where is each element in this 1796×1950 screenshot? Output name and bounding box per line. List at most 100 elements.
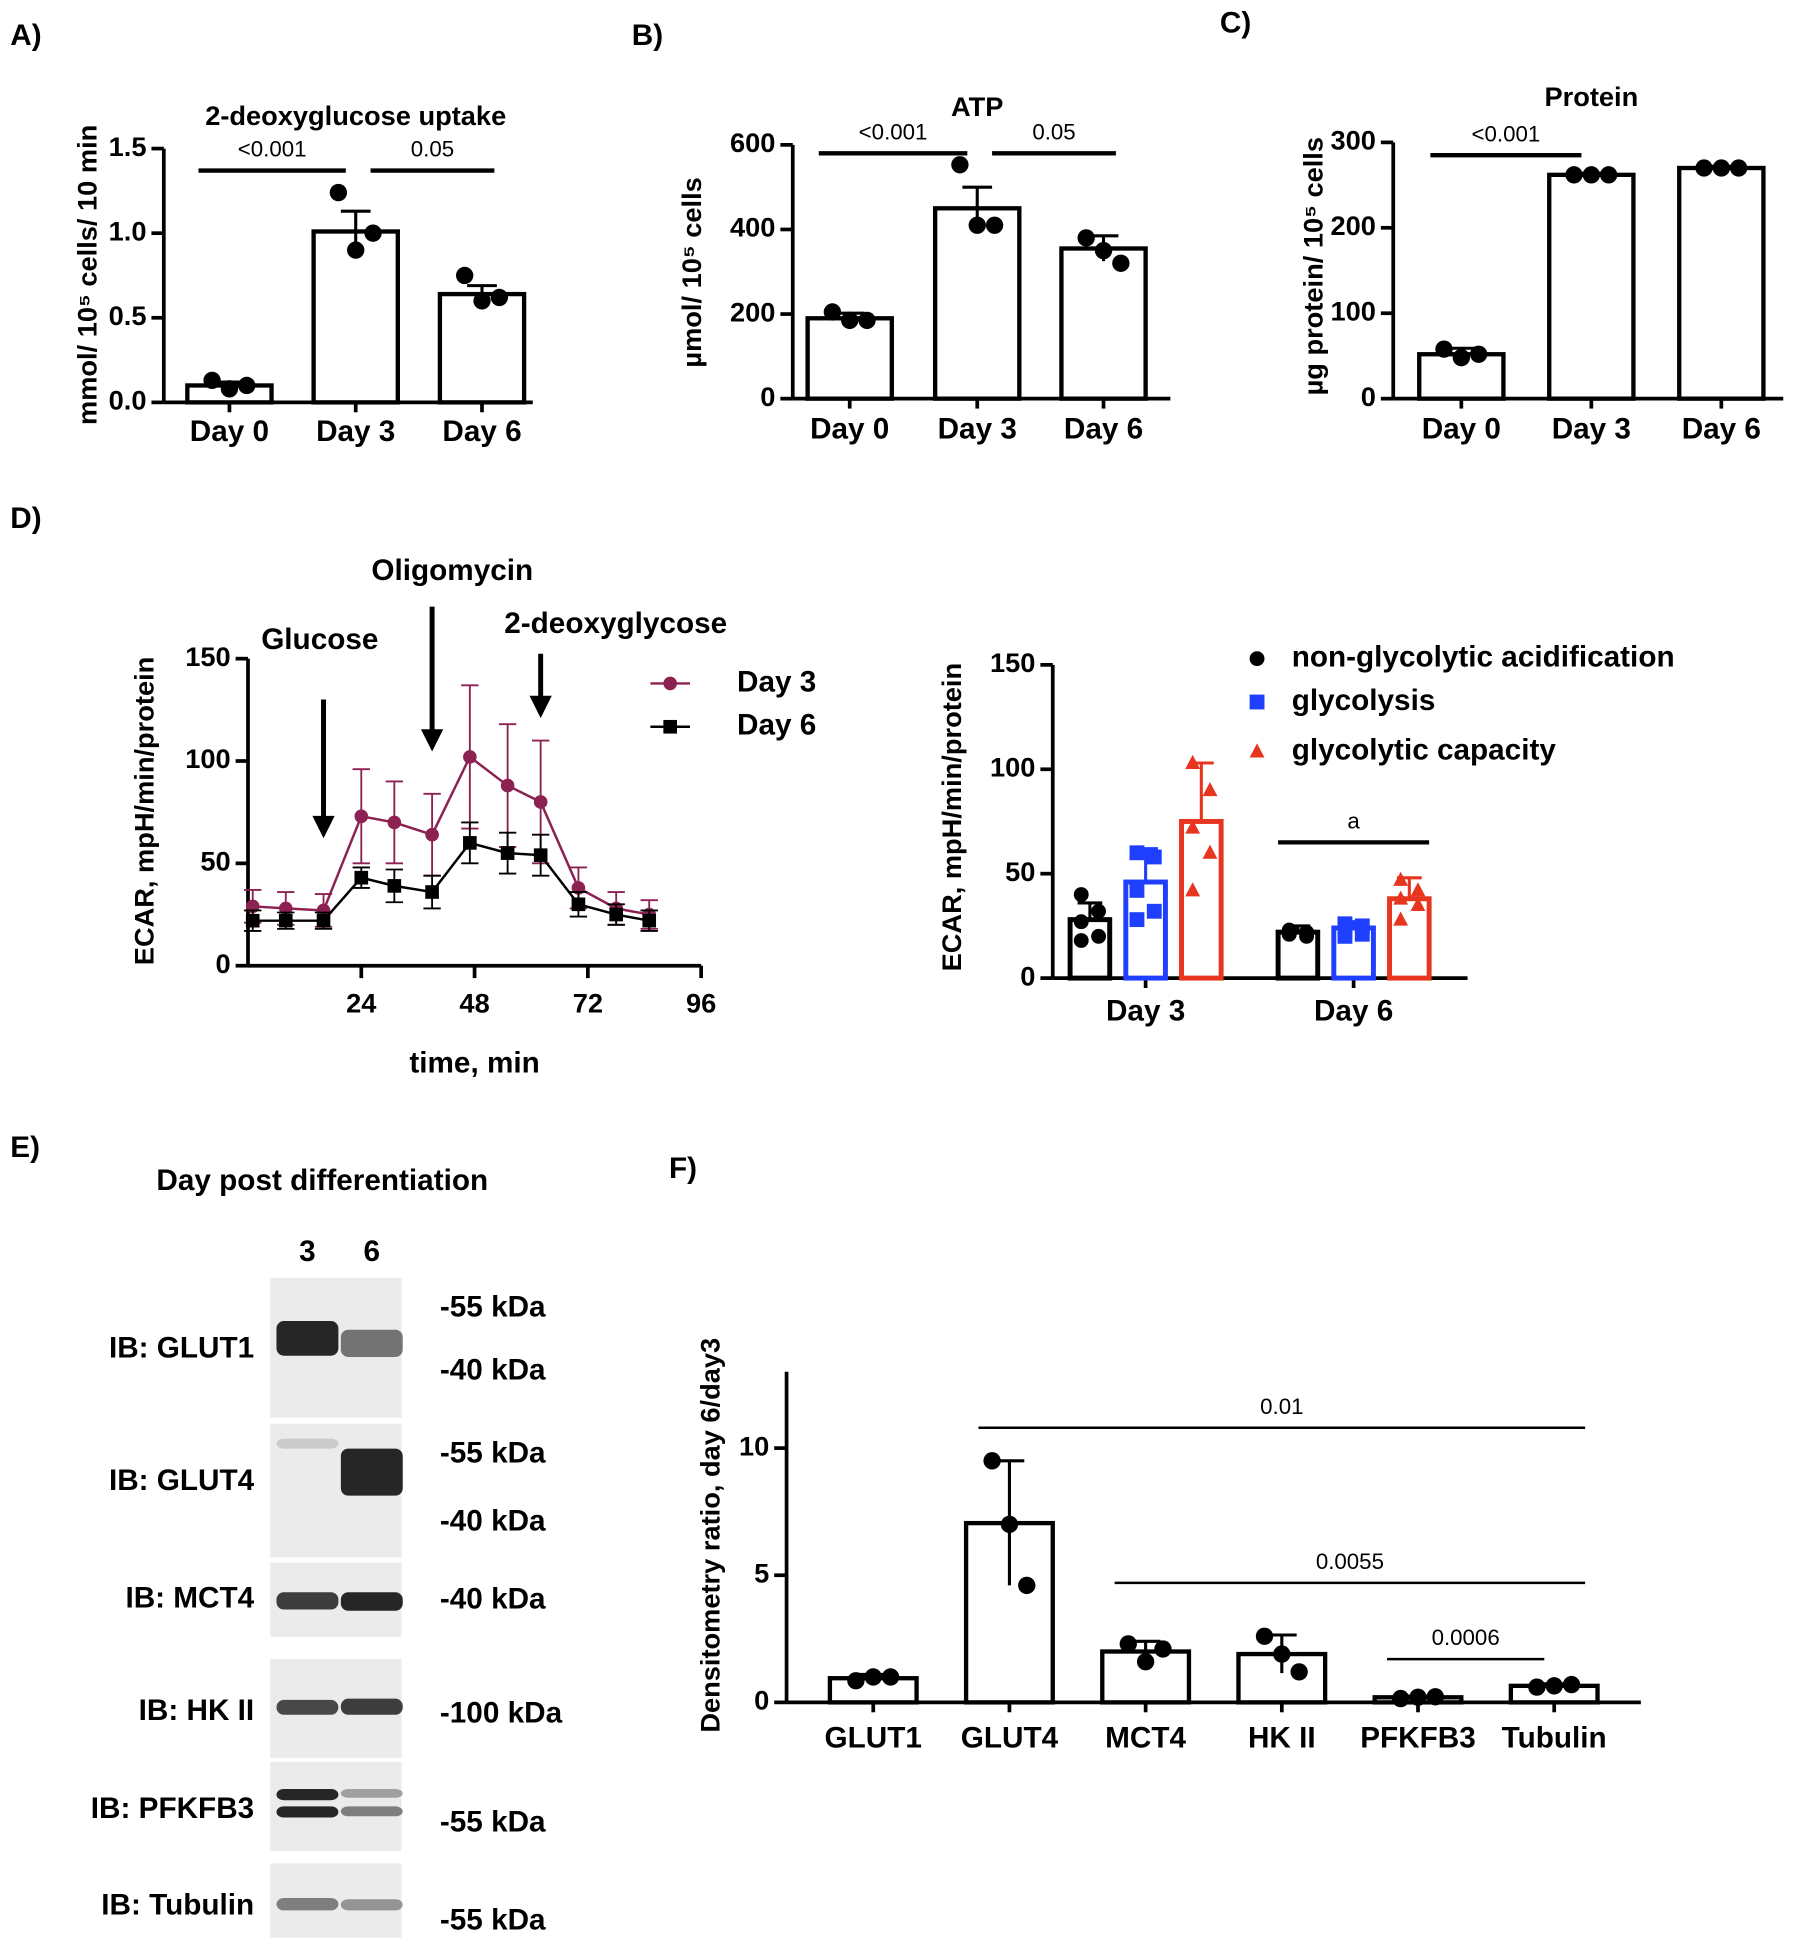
point	[864, 1668, 882, 1686]
x-tick-label: Day 0	[190, 415, 269, 448]
blot-band	[340, 1899, 403, 1911]
point	[1470, 345, 1488, 363]
point	[1255, 1627, 1274, 1645]
point	[220, 380, 239, 398]
size-marker: -40 kDa	[440, 1505, 546, 1538]
blot-band	[340, 1448, 403, 1496]
point	[1091, 928, 1106, 944]
y-axis-label: ECAR, mpH/min/protein	[129, 657, 160, 965]
y-tick-label: 1.0	[109, 215, 147, 246]
x-tick-label: Day 3	[316, 415, 395, 448]
y-tick-label: 100	[990, 751, 1035, 782]
blot-band	[276, 1806, 339, 1818]
arrow-head	[420, 729, 444, 752]
x-tick-label: 48	[459, 988, 489, 1019]
point	[1000, 1515, 1019, 1534]
bar	[1677, 165, 1766, 401]
y-tick-label: 150	[185, 641, 230, 672]
y-tick-label: 0	[1361, 381, 1376, 412]
point	[387, 815, 402, 830]
chart-title: 2-deoxyglucose uptake	[205, 100, 506, 131]
arrow-head	[312, 815, 335, 839]
blot-band	[276, 1898, 339, 1911]
point	[1410, 882, 1426, 897]
bar	[1059, 246, 1148, 401]
point	[1299, 928, 1314, 944]
y-tick-label: 5	[754, 1557, 769, 1588]
point	[500, 846, 515, 860]
point	[1393, 871, 1409, 886]
x-tick-label: GLUT4	[961, 1721, 1059, 1754]
point	[473, 292, 491, 310]
significance-label: a	[1347, 808, 1360, 833]
y-axis-label: Densitometry ratio, day 6/day3	[694, 1338, 725, 1733]
x-tick-label: Day 6	[1064, 413, 1143, 446]
y-axis-label: µg protein/ 10⁵ cells	[1297, 137, 1328, 395]
point	[425, 827, 439, 842]
y-tick-label: 0	[760, 381, 775, 412]
bar	[437, 291, 527, 405]
significance-label: <0.001	[238, 137, 307, 162]
point	[1730, 159, 1748, 177]
blot-band	[276, 1592, 339, 1610]
lane-label: 3	[299, 1235, 316, 1268]
row-label: IB: HK II	[139, 1694, 255, 1727]
point	[1146, 849, 1162, 865]
point	[463, 836, 477, 850]
legend-marker	[1249, 694, 1265, 710]
legend-marker	[1249, 743, 1265, 758]
bar	[311, 229, 400, 405]
point	[1545, 1677, 1563, 1695]
point	[1129, 882, 1145, 898]
x-tick-label: MCT4	[1105, 1721, 1186, 1754]
legend-label: Day 3	[737, 665, 816, 698]
size-marker: -55 kDa	[440, 1903, 546, 1936]
point	[500, 778, 515, 793]
point	[1600, 166, 1618, 184]
row-label: IB: PFKFB3	[91, 1792, 254, 1825]
x-tick-label: 24	[346, 988, 376, 1019]
significance-label: <0.001	[859, 119, 928, 144]
x-tick-label: Day 6	[442, 415, 521, 448]
point	[278, 913, 293, 928]
blot-title: Day post differentiation	[156, 1164, 488, 1197]
arrow-head	[529, 695, 552, 719]
y-tick-label: 100	[185, 743, 230, 774]
y-tick-label: 0.5	[109, 300, 147, 331]
chart-title: Protein	[1544, 81, 1638, 112]
legend-marker	[663, 719, 677, 734]
y-tick-label: 1.5	[109, 131, 147, 162]
y-tick-label: 0	[216, 948, 231, 979]
point	[1354, 926, 1370, 942]
point	[1337, 928, 1353, 944]
y-tick-label: 400	[730, 212, 775, 243]
x-tick-label: Day 0	[810, 413, 889, 446]
bar	[805, 316, 894, 401]
point	[1393, 890, 1409, 905]
bar	[1387, 896, 1432, 981]
point	[1392, 1689, 1410, 1708]
point	[329, 183, 348, 202]
point	[533, 848, 548, 862]
point	[354, 870, 369, 885]
point	[1565, 166, 1583, 184]
y-axis-label: mmol/ 10⁵ cells/ 10 min	[72, 125, 103, 425]
annotation: Glucose	[261, 623, 378, 656]
point	[425, 885, 439, 899]
point	[1562, 1675, 1581, 1694]
point	[1712, 159, 1730, 177]
point	[1018, 1576, 1036, 1595]
point	[1146, 903, 1162, 919]
point	[1136, 1653, 1155, 1671]
point	[1393, 911, 1409, 926]
annotation: 2-deoxyglycose	[504, 607, 727, 640]
annotation: Oligomycin	[371, 554, 533, 587]
y-tick-label: 0.0	[109, 385, 147, 416]
bar	[1123, 879, 1168, 981]
blot-band	[340, 1698, 403, 1715]
point	[1202, 844, 1218, 859]
point	[1077, 229, 1095, 247]
size-marker: -100 kDa	[440, 1697, 563, 1730]
panel-label: B)	[632, 19, 663, 52]
